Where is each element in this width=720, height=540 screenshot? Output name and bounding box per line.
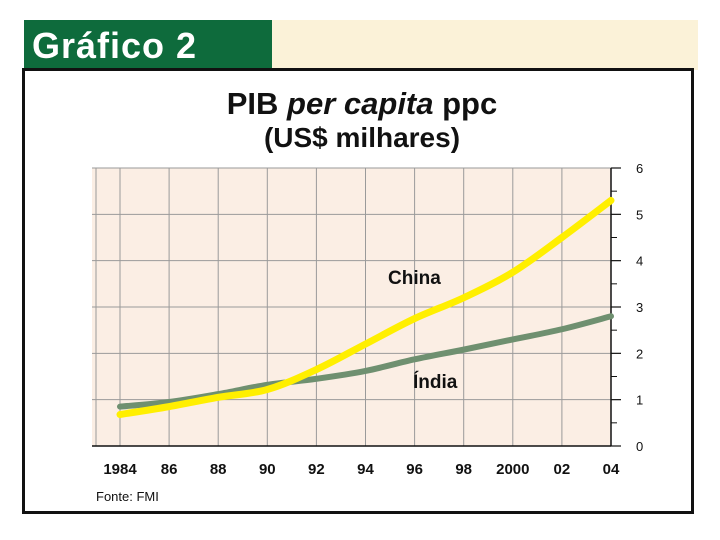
header-strip bbox=[272, 20, 698, 70]
y-tick-label: 5 bbox=[636, 207, 643, 222]
chart-title: PIB per capita ppc bbox=[227, 86, 497, 121]
x-tick-label: 92 bbox=[308, 461, 325, 478]
series-label-india: Índia bbox=[413, 371, 458, 393]
x-tick-label: 90 bbox=[259, 461, 276, 478]
x-tick-label: 94 bbox=[357, 461, 374, 478]
x-tick-label: 02 bbox=[554, 461, 571, 478]
y-tick-label: 2 bbox=[636, 346, 643, 361]
series-label-china: China bbox=[388, 268, 441, 289]
y-tick-label: 6 bbox=[636, 161, 643, 176]
chart-title-part: PIB bbox=[227, 86, 287, 121]
x-tick-label: 96 bbox=[406, 461, 423, 478]
y-tick-label: 3 bbox=[636, 300, 643, 315]
chart-subtitle: (US$ milhares) bbox=[264, 122, 460, 153]
x-tick-label: 2000 bbox=[496, 461, 529, 478]
x-tick-label: 86 bbox=[161, 461, 178, 478]
source-note: Fonte: FMI bbox=[96, 489, 159, 504]
x-tick-label: 04 bbox=[603, 461, 620, 478]
x-tick-label: 88 bbox=[210, 461, 227, 478]
y-tick-label: 0 bbox=[636, 439, 643, 454]
chart-title-part: ppc bbox=[434, 86, 498, 121]
y-tick-label: 4 bbox=[636, 254, 643, 269]
series-line-china bbox=[116, 196, 615, 418]
header-tab bbox=[24, 20, 272, 70]
x-tick-label: 98 bbox=[455, 461, 472, 478]
chart-title-italic: per capita bbox=[286, 86, 433, 121]
chart-number-title: Gráfico 2 bbox=[32, 25, 198, 66]
x-tick-label: 1984 bbox=[103, 461, 137, 478]
y-tick-label: 1 bbox=[636, 393, 643, 408]
